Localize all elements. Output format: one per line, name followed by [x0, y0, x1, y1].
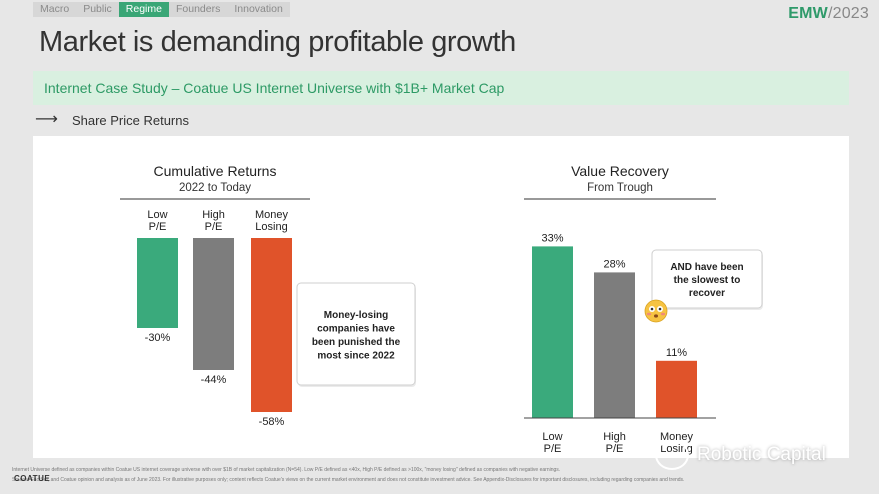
category-label: Money [255, 209, 289, 221]
emoji-face [644, 299, 668, 323]
brand-prefix: EMW [788, 5, 828, 22]
category-label: High [603, 431, 626, 443]
value-label: 28% [603, 258, 625, 270]
subheading-label: Share Price Returns [71, 112, 189, 128]
value-label: -30% [145, 332, 171, 344]
callout-text: recover [689, 288, 725, 299]
section-subheading: ⟶ Share Price Returns [35, 111, 189, 129]
bar-money-losing [251, 238, 292, 412]
case-study-banner: Internet Case Study – Coatue US Internet… [33, 71, 849, 105]
wechat-icon: ◔ [655, 440, 689, 470]
emoji-pupil [650, 307, 654, 311]
callout-box [296, 282, 416, 386]
brand-suffix: /2023 [827, 5, 869, 22]
bar-money-losing [656, 360, 697, 418]
chart-title: Cumulative Returns [154, 163, 277, 179]
banner-text: Internet Case Study – Coatue US Internet… [44, 80, 505, 96]
value-label: 33% [541, 232, 563, 244]
emoji-blush [660, 312, 666, 316]
page-title: Market is demanding profitable growth [39, 26, 516, 58]
value-label: -44% [201, 374, 227, 386]
callout-box [651, 249, 763, 309]
callout-text: the slowest to [674, 275, 741, 286]
flushed-face-icon [644, 299, 668, 323]
bar-low-p-e [532, 246, 573, 418]
footer-note-2: Source: FactSet, and Coatue opinion and … [12, 477, 685, 483]
watermark-text: Robotic Capital [697, 444, 826, 465]
nav-tab-innovation[interactable]: Innovation [234, 3, 283, 15]
footer-notes: Internet Universe defined as companies w… [12, 465, 862, 485]
category-label: P/E [149, 221, 167, 233]
watermark: ◔ Robotic Capital [655, 440, 826, 470]
category-label: P/E [606, 443, 624, 455]
chart-subtitle: From Trough [587, 182, 653, 194]
emoji-pupil [658, 307, 662, 311]
callout-text: been punished the [312, 337, 401, 348]
arrow-right-icon: ⟶ [35, 111, 58, 128]
bar-high-p-e [193, 238, 234, 370]
nav-tab-founders[interactable]: Founders [175, 3, 221, 15]
callout-slowest-recover: AND have been the slowest to recover [651, 249, 763, 310]
category-label: Low [542, 431, 562, 443]
callout-text: most since 2022 [317, 350, 395, 361]
emoji-blush [646, 312, 652, 316]
callout-money-losing: Money-losing companies have been punished … [296, 282, 416, 387]
category-label: Losing [255, 221, 287, 233]
category-label: P/E [544, 443, 562, 455]
value-label: 11% [666, 347, 687, 359]
section-nav: Macro Public Regime Founders Innovation [33, 2, 290, 17]
footer-note-1: Internet Universe defined as companies w… [12, 467, 561, 473]
coatue-logo: COATUE [14, 474, 51, 483]
chart-title: Value Recovery [571, 163, 669, 179]
callout-text: companies have [317, 323, 395, 334]
callout-text: AND have been [670, 262, 743, 273]
brand-logo: EMW/2023 [788, 5, 869, 23]
emoji-mouth [654, 314, 658, 318]
nav-tab-macro[interactable]: Macro [40, 3, 70, 15]
callout-text: Money-losing [324, 310, 388, 321]
category-label: Low [147, 209, 167, 221]
category-label: High [202, 209, 225, 221]
category-label: P/E [205, 221, 223, 233]
bar-low-p-e [137, 238, 178, 328]
nav-tab-regime[interactable]: Regime [118, 2, 169, 17]
bar-high-p-e [594, 272, 635, 418]
chart-subtitle: 2022 to Today [179, 182, 251, 194]
nav-tab-public[interactable]: Public [83, 3, 112, 15]
value-label: -58% [259, 416, 285, 428]
